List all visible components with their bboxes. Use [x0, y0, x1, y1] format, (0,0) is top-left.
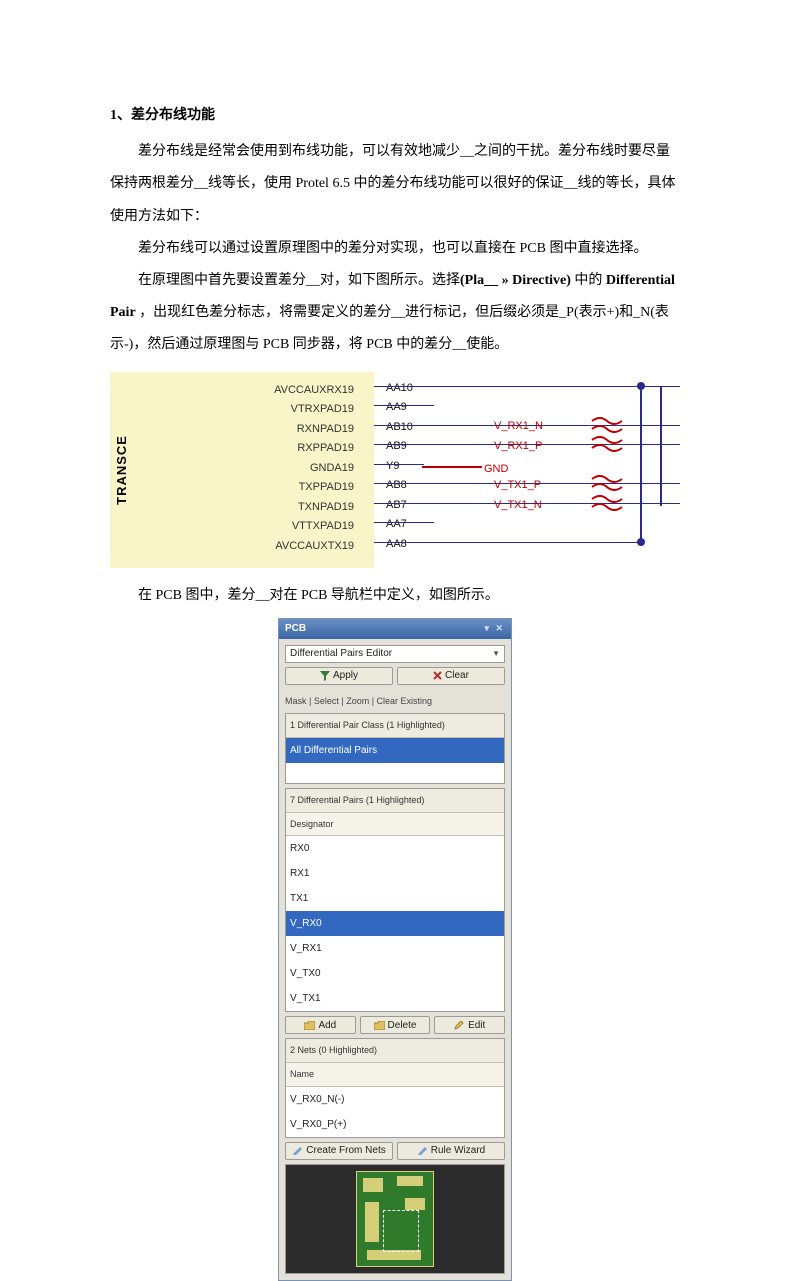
pair-item[interactable]: V_RX1 — [286, 936, 504, 961]
add-button[interactable]: Add — [285, 1016, 356, 1034]
pairs-list-header: 7 Differential Pairs (1 Highlighted) — [286, 789, 504, 813]
pin-label: RXPPAD19 — [204, 436, 354, 456]
p3-b: (Pla__ » Directive) — [460, 273, 571, 288]
diff-net-label: V_TX1_N — [494, 493, 542, 518]
class-list-item[interactable]: All Differential Pairs — [286, 738, 504, 763]
mode-dropdown[interactable]: Differential Pairs Editor ▼ — [285, 645, 505, 663]
p3-e: ，出现红色差分标志，将需要定义的差分__进行标记，但后缀必须是_P(表示+)和_… — [110, 305, 669, 352]
window-controls[interactable]: ▾ ✕ — [484, 618, 505, 639]
pin-label: RXNPAD19 — [204, 417, 354, 437]
pcb-selection-box — [383, 1210, 419, 1252]
net-action-buttons: Create From Nets Rule Wizard — [285, 1142, 505, 1160]
paragraph-1: 差分布线是经常会使用到布线功能，可以有效地减少__之间的干扰。差分布线时要尽量保… — [110, 136, 680, 233]
net-item[interactable]: V_RX0_P(+) — [286, 1112, 504, 1137]
pin-label: AVCCAUXRX19 — [204, 378, 354, 398]
funnel-icon — [320, 671, 330, 681]
net-item[interactable]: V_RX0_N(-) — [286, 1087, 504, 1112]
pairs-listbox[interactable]: 7 Differential Pairs (1 Highlighted) Des… — [285, 788, 505, 1012]
pin-label: AVCCAUXTX19 — [204, 534, 354, 554]
diff-pair-icon — [590, 495, 624, 511]
chevron-down-icon: ▼ — [492, 645, 500, 663]
clear-button[interactable]: Clear — [397, 667, 505, 685]
pair-item[interactable]: V_TX1 — [286, 986, 504, 1011]
wand-icon — [417, 1146, 428, 1155]
pair-item[interactable]: TX1 — [286, 886, 504, 911]
filter-options-row[interactable]: Mask | Select | Zoom | Clear Existing — [285, 689, 505, 714]
panel-title-text: PCB — [285, 617, 306, 640]
create-from-nets-button[interactable]: Create From Nets — [285, 1142, 393, 1160]
delete-button[interactable]: Delete — [360, 1016, 431, 1034]
pcb-panel: PCB ▾ ✕ Differential Pairs Editor ▼ Appl… — [278, 618, 512, 1281]
class-listbox[interactable]: 1 Differential Pair Class (1 Highlighted… — [285, 713, 505, 784]
pin-label: TXNPAD19 — [204, 495, 354, 515]
nets-list-header: 2 Nets (0 Highlighted) — [286, 1039, 504, 1063]
pin-label: GNDA19 — [204, 456, 354, 476]
wand-icon — [292, 1146, 303, 1155]
pair-item[interactable]: V_TX0 — [286, 961, 504, 986]
junction-dot — [637, 538, 645, 546]
schematic-pin-list: AVCCAUXRX19 VTRXPAD19 RXNPAD19 RXPPAD19 … — [204, 378, 354, 554]
paragraph-3: 在原理图中首先要设置差分__对，如下图所示。选择(Pla__ » Directi… — [110, 265, 680, 362]
paragraph-4: 在 PCB 图中，差分__对在 PCB 导航栏中定义，如图所示。 — [110, 580, 680, 612]
pair-item[interactable]: V_RX0 — [286, 911, 504, 936]
diff-pair-icon — [590, 475, 624, 491]
paragraph-2: 差分布线可以通过设置原理图中的差分对实现，也可以直接在 PCB 图中直接选择。 — [110, 233, 680, 265]
schematic-vertical-label: TRANSCE — [112, 372, 132, 568]
bus-line — [640, 386, 642, 546]
schematic-diagram: TRANSCE AVCCAUXRX19 VTRXPAD19 RXNPAD19 R… — [110, 372, 680, 568]
dropdown-value: Differential Pairs Editor — [290, 642, 392, 665]
class-list-header: 1 Differential Pair Class (1 Highlighted… — [286, 714, 504, 738]
panel-titlebar[interactable]: PCB ▾ ✕ — [279, 619, 511, 639]
rule-wizard-button[interactable]: Rule Wizard — [397, 1142, 505, 1160]
pcb-board — [356, 1171, 434, 1267]
folder-icon — [304, 1021, 315, 1030]
p3-a: 在原理图中首先要设置差分__对，如下图所示。选择 — [138, 273, 460, 288]
filter-buttons: Apply Clear — [285, 667, 505, 685]
pair-action-buttons: Add Delete Edit — [285, 1016, 505, 1034]
panel-body: Differential Pairs Editor ▼ Apply Clear … — [279, 639, 511, 1280]
apply-button[interactable]: Apply — [285, 667, 393, 685]
page-content: 1、差分布线功能 差分布线是经常会使用到布线功能，可以有效地减少__之间的干扰。… — [110, 100, 680, 1281]
pin-label: TXPPAD19 — [204, 475, 354, 495]
junction-dot — [637, 382, 645, 390]
pencil-icon — [454, 1021, 465, 1030]
bus-line — [660, 386, 662, 506]
nets-listbox[interactable]: 2 Nets (0 Highlighted) Name V_RX0_N(-) V… — [285, 1038, 505, 1137]
section-heading: 1、差分布线功能 — [110, 100, 680, 132]
x-icon — [433, 671, 442, 680]
panel-wrapper: PCB ▾ ✕ Differential Pairs Editor ▼ Appl… — [110, 618, 680, 1281]
pin-label: VTRXPAD19 — [204, 397, 354, 417]
p3-c: 中的 — [571, 273, 606, 288]
nets-column-header[interactable]: Name — [286, 1063, 504, 1087]
diff-pair-icon — [590, 417, 624, 433]
gnd-wire — [422, 466, 482, 468]
folder-icon — [374, 1021, 385, 1030]
pairs-column-header[interactable]: Designator — [286, 813, 504, 837]
schematic-wires: GND V_RX1_N V_RX1_P V_TX1_P V_TX1_N — [374, 372, 680, 568]
pair-item[interactable]: RX0 — [286, 836, 504, 861]
pair-item[interactable]: RX1 — [286, 861, 504, 886]
pin-label: VTTXPAD19 — [204, 514, 354, 534]
diff-net-label: V_RX1_P — [494, 434, 542, 459]
diff-pair-icon — [590, 436, 624, 452]
edit-button[interactable]: Edit — [434, 1016, 505, 1034]
pcb-preview[interactable] — [285, 1164, 505, 1274]
